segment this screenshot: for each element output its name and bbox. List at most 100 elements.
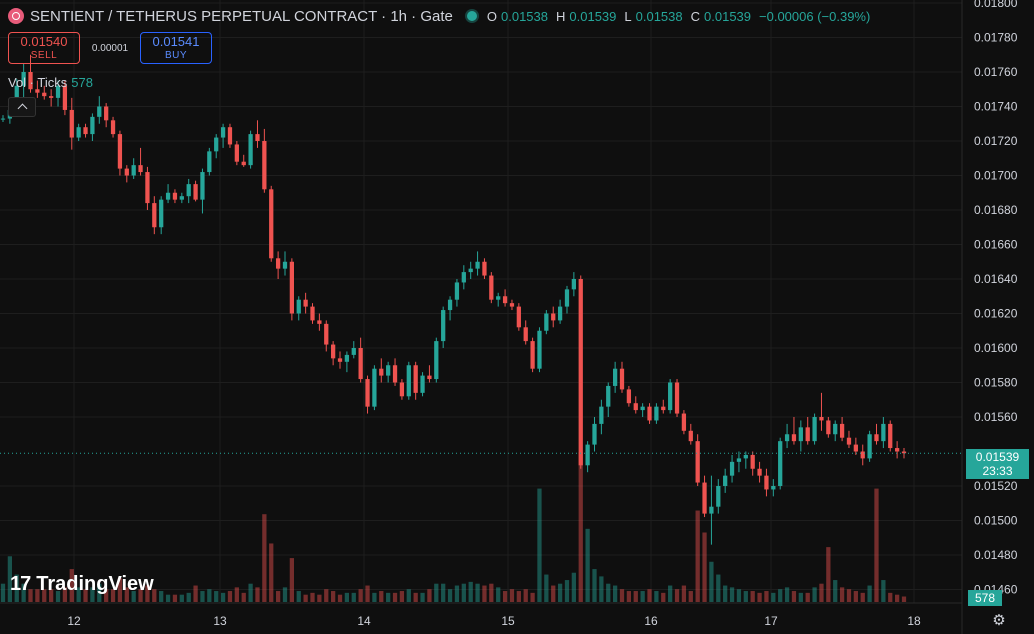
candle-body bbox=[819, 417, 824, 421]
y-tick-label: 0.01760 bbox=[974, 65, 1018, 79]
sell-button[interactable]: 0.01540 SELL bbox=[8, 32, 80, 64]
volume-bar bbox=[475, 583, 480, 602]
spread-value: 0.00001 bbox=[91, 42, 129, 54]
volume-bar bbox=[874, 488, 879, 602]
volume-bar bbox=[516, 591, 521, 602]
volume-bar bbox=[152, 589, 157, 602]
y-tick-label: 0.01600 bbox=[974, 341, 1018, 355]
candle-body bbox=[159, 199, 164, 228]
candle-body bbox=[874, 434, 879, 442]
volume-legend-value: 578 bbox=[71, 75, 93, 90]
volume-bar bbox=[351, 592, 356, 602]
volume-bar bbox=[468, 581, 473, 602]
candle-body bbox=[447, 299, 453, 311]
candle-body bbox=[723, 475, 728, 486]
candle-body bbox=[736, 458, 742, 462]
candle-body bbox=[599, 406, 604, 424]
candle-body bbox=[35, 89, 40, 93]
tradingview-logo[interactable]: 17 TradingView bbox=[10, 573, 154, 596]
candle-body bbox=[585, 444, 590, 466]
candle-body bbox=[888, 423, 893, 449]
price-change: −0.00006 (−0.39%) bbox=[759, 8, 871, 24]
volume-bar bbox=[750, 591, 755, 602]
volume-bar bbox=[69, 569, 74, 602]
volume-bar bbox=[454, 585, 460, 602]
volume-bar bbox=[392, 592, 398, 602]
candle-body bbox=[681, 413, 687, 431]
candle-body bbox=[468, 268, 473, 273]
candle-body bbox=[750, 454, 755, 469]
candle-body bbox=[784, 434, 790, 442]
volume-bar bbox=[159, 591, 164, 602]
candle-body bbox=[564, 289, 570, 307]
candle-body bbox=[454, 282, 460, 300]
volume-bar bbox=[289, 558, 295, 602]
candle-body bbox=[791, 434, 797, 442]
volume-bar bbox=[826, 547, 831, 602]
candle-body bbox=[668, 382, 673, 411]
collapse-legend-button[interactable] bbox=[8, 97, 36, 117]
volume-bar bbox=[255, 587, 260, 602]
buy-button[interactable]: 0.01541 BUY bbox=[140, 32, 212, 64]
candle-body bbox=[248, 134, 253, 166]
ohlc-high-value: 0.01539 bbox=[569, 8, 617, 24]
candle-body bbox=[200, 172, 205, 200]
volume-bar bbox=[633, 591, 638, 602]
volume-bar bbox=[530, 592, 535, 602]
volume-bar bbox=[612, 585, 618, 602]
candle-body bbox=[441, 310, 446, 342]
y-tick-label: 0.01660 bbox=[974, 238, 1018, 252]
chart-settings-gear-icon[interactable]: ⚙ bbox=[992, 612, 1006, 629]
volume-bar bbox=[35, 589, 40, 602]
volume-bar bbox=[200, 591, 205, 602]
x-tick-label: 14 bbox=[357, 614, 371, 628]
volume-bar bbox=[640, 591, 645, 602]
volume-bar bbox=[723, 585, 728, 602]
buy-price: 0.01541 bbox=[152, 34, 200, 49]
candle-body bbox=[606, 385, 611, 407]
candle-body bbox=[853, 444, 858, 452]
volume-bar bbox=[441, 583, 446, 602]
candle-body bbox=[392, 365, 398, 383]
candle-body bbox=[83, 127, 88, 135]
volume-bar bbox=[901, 596, 907, 602]
candle-body bbox=[557, 306, 563, 321]
candle-body bbox=[28, 72, 33, 90]
candle-body bbox=[571, 279, 576, 290]
volume-bar bbox=[0, 583, 6, 602]
volume-bar bbox=[853, 591, 858, 602]
volume-bar bbox=[138, 589, 143, 602]
symbol-title[interactable]: SENTIENT / TETHERUS PERPETUAL CONTRACT ·… bbox=[30, 7, 453, 25]
volume-bar bbox=[28, 589, 33, 602]
candle-body bbox=[351, 348, 356, 355]
candle-body bbox=[186, 184, 191, 197]
candle-body bbox=[303, 299, 308, 307]
ohlc-low-key: L bbox=[624, 8, 632, 24]
volume-bar bbox=[681, 585, 687, 602]
volume-bar bbox=[482, 585, 487, 602]
candle-body bbox=[619, 368, 625, 390]
volume-bar bbox=[55, 591, 61, 602]
candle-body bbox=[358, 348, 363, 380]
candle-body bbox=[69, 109, 74, 138]
volume-bar bbox=[571, 572, 576, 602]
volume-bar bbox=[764, 591, 769, 602]
volume-bar bbox=[523, 589, 528, 602]
volume-legend[interactable]: Vol · Ticks 578 bbox=[8, 75, 93, 90]
volume-bar bbox=[42, 589, 47, 602]
volume-bar bbox=[888, 592, 893, 602]
sell-label: SELL bbox=[30, 50, 58, 61]
volume-bar bbox=[248, 583, 253, 602]
volume-bar bbox=[344, 592, 350, 602]
candle-body bbox=[839, 423, 845, 438]
volume-bar bbox=[668, 585, 673, 602]
volume-bar bbox=[358, 589, 363, 602]
candle-body bbox=[262, 141, 267, 190]
volume-bar bbox=[317, 594, 322, 602]
candle-body bbox=[537, 330, 542, 369]
volume-bar bbox=[275, 591, 281, 602]
candle-body bbox=[434, 341, 439, 380]
volume-bar bbox=[165, 594, 171, 602]
volume-bar bbox=[269, 543, 274, 602]
